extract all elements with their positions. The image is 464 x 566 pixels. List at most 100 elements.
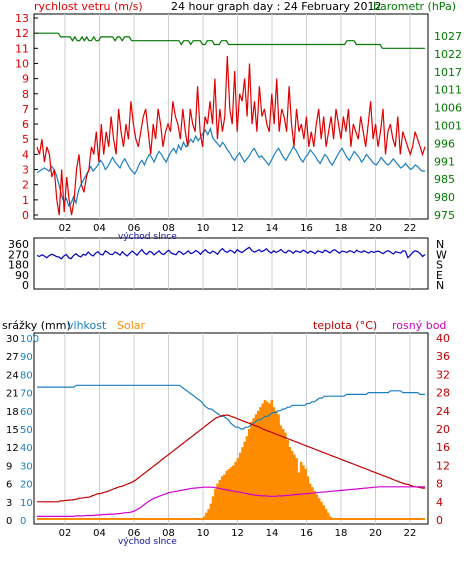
solar-bar	[295, 458, 298, 520]
left-label-humidity: vlhkost	[67, 319, 107, 332]
x-tick-label: 14	[266, 223, 279, 234]
panel-direction-frame	[33, 237, 429, 290]
solar-bar	[322, 505, 325, 520]
y-tick-humidity: 30	[20, 461, 33, 472]
solar-bar	[286, 439, 289, 520]
right-label-temp: teplota (°C)	[313, 319, 377, 332]
series-line-pressure	[37, 32, 425, 49]
y2-tick-pressure: 1001	[434, 120, 462, 133]
x-tick-label: 14	[266, 528, 279, 539]
sunrise-label-top: východ slnce	[118, 232, 177, 242]
y-tick-humidity: 20	[20, 480, 33, 491]
y2-tick-temp: 40	[436, 332, 450, 345]
solar-bar	[247, 429, 251, 520]
x-tick-label: 08	[162, 528, 175, 539]
solar-bar	[311, 487, 314, 520]
y2-tick-temp: 28	[436, 387, 450, 400]
solar-bar	[297, 472, 301, 520]
solar-bar	[245, 436, 249, 520]
x-tick-label: 10	[197, 223, 210, 234]
y2-tick-temp: 0	[436, 514, 443, 527]
y-tick-rain: 0	[6, 516, 12, 527]
solar-bar	[306, 476, 310, 520]
right-label-pressure: barometr (hPa)	[373, 0, 456, 13]
y2-tick-temp: 36	[436, 350, 450, 363]
series-line-direction	[36, 246, 426, 260]
y-tick-direction: 90	[15, 269, 29, 282]
y2-tick-pressure: 996	[434, 137, 455, 150]
solar-bar	[279, 425, 283, 520]
y-tick-rain: 27	[6, 352, 19, 363]
x-tick-label: 18	[335, 528, 348, 539]
series-line-dewpoint	[37, 486, 425, 517]
solar-bar	[227, 469, 231, 520]
solar-bar	[284, 432, 287, 520]
y-tick-wind: 5	[22, 133, 29, 146]
x-tick-label: 16	[300, 223, 313, 234]
left-label-solar: Solar	[117, 319, 146, 332]
solar-bar	[313, 490, 316, 520]
y-tick-humidity: 70	[20, 389, 33, 400]
chart-title: 24 hour graph day : 24 February 2012	[171, 0, 382, 13]
y-tick-direction: 180	[8, 259, 29, 272]
solar-bar	[272, 407, 276, 520]
solar-bar	[207, 509, 210, 520]
right-label-dew: rosný bod	[392, 319, 446, 332]
solar-bar	[218, 480, 222, 520]
solar-bar	[241, 447, 244, 520]
y-tick-wind: 12	[15, 27, 29, 40]
y2-tick-pressure: 980	[434, 191, 455, 204]
y-tick-wind: 3	[22, 164, 29, 177]
series-lines	[36, 32, 426, 517]
solar-bar	[275, 410, 278, 520]
y2-tick-temp: 20	[436, 423, 450, 436]
y-tick-humidity: 100	[20, 334, 39, 345]
y-tick-wind: 9	[22, 73, 29, 86]
solar-bar	[270, 399, 274, 520]
series-line-humidity-3	[37, 384, 425, 430]
solar-bar	[288, 447, 292, 520]
y2-tick-compass: S	[436, 259, 443, 272]
series-line-humidity	[36, 126, 425, 208]
y2-tick-compass: N	[436, 238, 444, 251]
y2-tick-temp: 4	[436, 496, 443, 509]
solar-bar	[225, 470, 228, 520]
solar-series	[37, 399, 425, 520]
y2-tick-pressure: 1027	[434, 30, 462, 43]
y2-tick-compass: W	[436, 248, 447, 261]
y2-tick-pressure: 1011	[434, 84, 462, 97]
y-tick-humidity: 50	[20, 425, 33, 436]
y2-tick-pressure: 991	[434, 155, 455, 168]
y-tick-rain: 9	[6, 461, 12, 472]
solar-bar	[229, 467, 233, 520]
y-tick-wind: 13	[15, 12, 29, 25]
solar-bar	[299, 461, 303, 520]
y2-tick-pressure: 985	[434, 173, 455, 186]
x-tick-label: 22	[404, 223, 417, 234]
y-tick-rain: 3	[6, 498, 12, 509]
y-tick-rain: 12	[6, 443, 19, 454]
solar-bar	[277, 414, 280, 520]
solar-bar	[238, 452, 242, 520]
solar-bar	[324, 509, 328, 520]
y2-tick-temp: 8	[436, 478, 443, 491]
y2-tick-compass: E	[436, 269, 443, 282]
x-tick-label: 12	[231, 528, 244, 539]
sunrise-label-bottom: východ slnce	[118, 537, 177, 547]
solar-bar	[326, 512, 330, 520]
x-tick-label: 22	[404, 528, 417, 539]
x-tick-label: 02	[59, 223, 72, 234]
solar-bar	[308, 483, 312, 520]
y-tick-wind: 1	[22, 194, 29, 207]
y2-tick-temp: 16	[436, 441, 450, 454]
y-tick-wind: 11	[15, 42, 29, 55]
y2-tick-pressure: 975	[434, 209, 455, 222]
solar-bar	[256, 410, 260, 520]
solar-bar	[214, 489, 217, 520]
x-tick-label: 16	[300, 528, 313, 539]
y-tick-rain: 21	[6, 389, 19, 400]
y2-tick-compass: N	[436, 279, 444, 292]
solar-bar	[293, 454, 296, 520]
y-tick-wind: 8	[22, 88, 29, 101]
x-tick-label: 02	[59, 528, 72, 539]
